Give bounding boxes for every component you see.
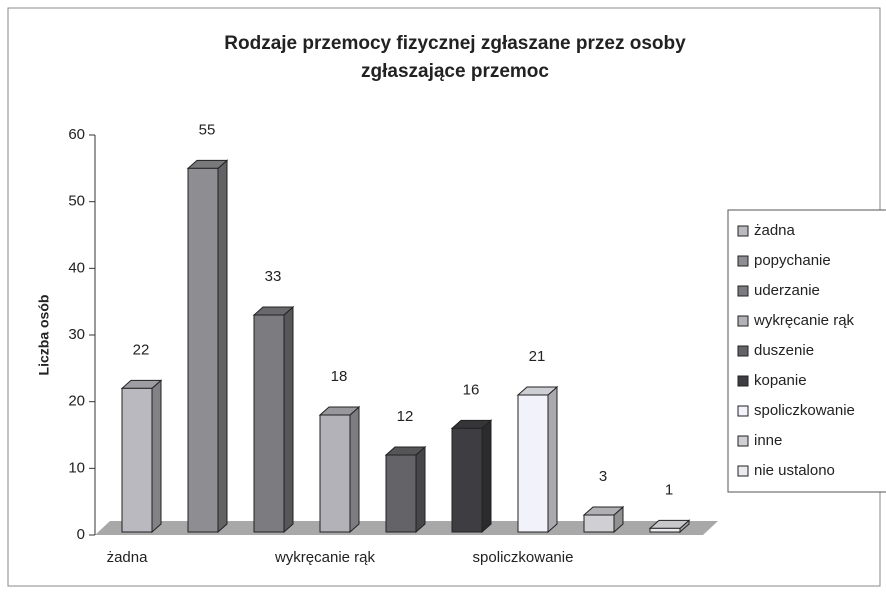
y-axis-label: Liczba osób xyxy=(36,295,52,376)
value-label: 55 xyxy=(199,121,216,138)
legend-label: nie ustalono xyxy=(754,462,835,479)
legend-swatch xyxy=(737,465,749,477)
legend-label: duszenie xyxy=(754,342,814,359)
legend-label: wykręcanie rąk xyxy=(753,312,855,329)
y-tick-label: 0 xyxy=(77,526,85,543)
bar-side xyxy=(481,419,492,534)
bar xyxy=(121,387,153,533)
y-tick-label: 20 xyxy=(68,393,85,410)
legend-swatch xyxy=(737,405,749,417)
bar-side xyxy=(283,305,294,534)
x-tick-label: wykręcanie rąk xyxy=(274,549,376,566)
value-label: 22 xyxy=(133,341,150,358)
value-label: 33 xyxy=(265,268,282,285)
value-label: 18 xyxy=(331,368,348,385)
y-tick-label: 50 xyxy=(68,193,85,210)
bar xyxy=(385,454,417,533)
value-label: 21 xyxy=(529,348,546,365)
bar xyxy=(451,427,483,533)
bar-side xyxy=(349,405,360,534)
y-tick-label: 60 xyxy=(68,126,85,143)
legend-swatch xyxy=(737,285,749,297)
legend-swatch xyxy=(737,435,749,447)
legend-label: uderzanie xyxy=(754,282,820,299)
y-tick-label: 40 xyxy=(68,259,85,276)
chart-title: zgłaszające przemoc xyxy=(361,61,549,82)
legend-swatch xyxy=(737,225,749,237)
legend-box xyxy=(727,209,886,493)
bar xyxy=(583,514,615,533)
legend-label: popychanie xyxy=(754,252,831,269)
bar xyxy=(319,414,351,533)
legend-label: inne xyxy=(754,432,782,449)
value-label: 3 xyxy=(599,468,607,485)
x-tick-label: żadna xyxy=(107,549,149,566)
y-tick-label: 30 xyxy=(68,326,85,343)
bar xyxy=(187,167,219,533)
legend-label: kopanie xyxy=(754,372,807,389)
legend-swatch xyxy=(737,255,749,267)
chart-title: Rodzaje przemocy fizycznej zgłaszane prz… xyxy=(224,33,686,54)
legend-label: żadna xyxy=(754,222,796,239)
legend-swatch xyxy=(737,315,749,327)
bar-side xyxy=(547,385,558,534)
legend-label: spoliczkowanie xyxy=(754,402,855,419)
value-label: 12 xyxy=(397,408,414,425)
bar-side xyxy=(151,379,162,534)
legend-swatch xyxy=(737,375,749,387)
bar xyxy=(517,394,549,533)
bar-side xyxy=(217,159,228,534)
value-label: 16 xyxy=(463,381,480,398)
y-tick-label: 10 xyxy=(68,459,85,476)
legend-swatch xyxy=(737,345,749,357)
value-label: 1 xyxy=(665,481,673,498)
bar xyxy=(253,314,285,533)
bar xyxy=(649,527,681,533)
bar-side xyxy=(415,445,426,534)
x-tick-label: spoliczkowanie xyxy=(473,549,574,566)
